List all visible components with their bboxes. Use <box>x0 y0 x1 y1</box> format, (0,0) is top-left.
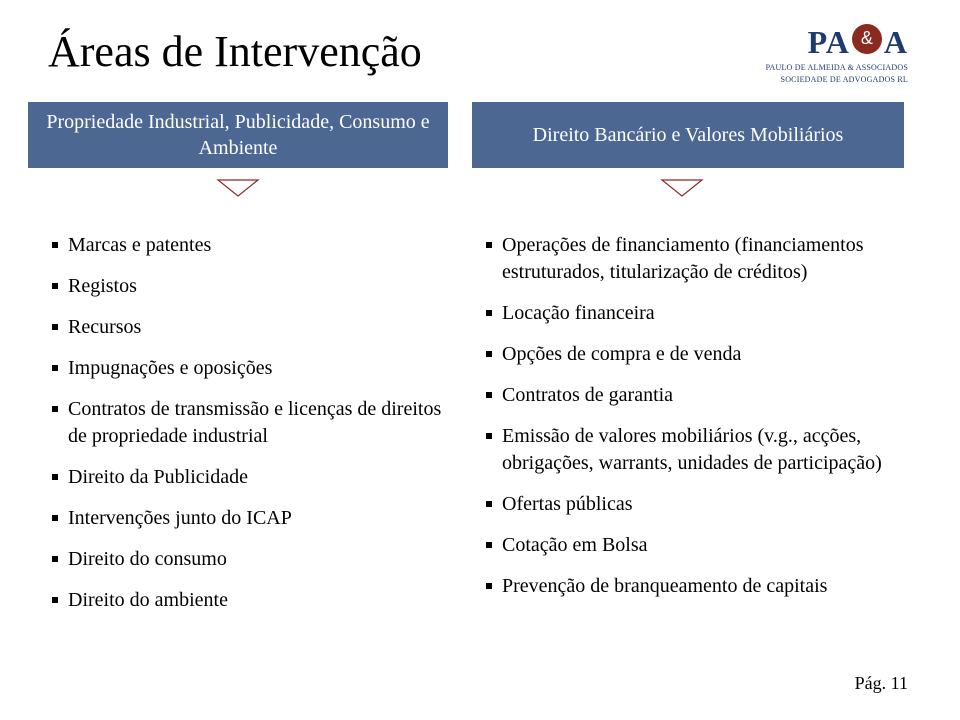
chevron-down-icon <box>660 178 704 198</box>
logo-subtitle-2: SOCIEDADE DE ADVOGADOS RL <box>698 75 908 85</box>
list-item: Marcas e patentes <box>52 232 456 259</box>
list-item: Direito do ambiente <box>52 587 456 614</box>
list-item: Locação financeira <box>486 300 908 327</box>
list-item: Operações de financiamento (financiament… <box>486 232 908 286</box>
list-item: Impugnações e oposições <box>52 355 456 382</box>
logo-ampersand-icon: & <box>852 24 882 54</box>
list-item: Ofertas públicas <box>486 491 908 518</box>
list-item: Opções de compra e de venda <box>486 341 908 368</box>
list-item: Emissão de valores mobiliários (v.g., ac… <box>486 423 908 477</box>
list-item: Intervenções junto do ICAP <box>52 505 456 532</box>
left-bullet-list: Marcas e patentes Registos Recursos Impu… <box>52 232 456 614</box>
list-item: Registos <box>52 273 456 300</box>
page-number: Pág. 11 <box>855 673 908 694</box>
list-item: Contratos de garantia <box>486 382 908 409</box>
section-header-right-label: Direito Bancário e Valores Mobiliários <box>533 122 844 148</box>
list-item: Recursos <box>52 314 456 341</box>
content-columns: Marcas e patentes Registos Recursos Impu… <box>52 232 908 628</box>
right-bullet-list: Operações de financiamento (financiament… <box>486 232 908 600</box>
logo-subtitle-1: PAULO DE ALMEIDA & ASSOCIADOS <box>698 63 908 73</box>
chevron-down-icon <box>216 178 260 198</box>
logo-text-pa: PA <box>808 24 850 61</box>
list-item: Prevenção de branqueamento de capitais <box>486 573 908 600</box>
page-title: Áreas de Intervenção <box>48 26 422 77</box>
list-item: Direito do consumo <box>52 546 456 573</box>
left-column: Marcas e patentes Registos Recursos Impu… <box>52 232 480 628</box>
section-header-right: Direito Bancário e Valores Mobiliários <box>472 102 904 168</box>
logo-mark: PA & A <box>698 24 908 61</box>
list-item: Cotação em Bolsa <box>486 532 908 559</box>
section-header-left-label: Propriedade Industrial, Publicidade, Con… <box>40 109 436 161</box>
logo-text-a: A <box>884 24 908 61</box>
right-column: Operações de financiamento (financiament… <box>480 232 908 628</box>
list-item: Contratos de transmissão e licenças de d… <box>52 396 456 450</box>
company-logo: PA & A PAULO DE ALMEIDA & ASSOCIADOS SOC… <box>698 24 908 84</box>
section-header-left: Propriedade Industrial, Publicidade, Con… <box>28 102 448 168</box>
list-item: Direito da Publicidade <box>52 464 456 491</box>
